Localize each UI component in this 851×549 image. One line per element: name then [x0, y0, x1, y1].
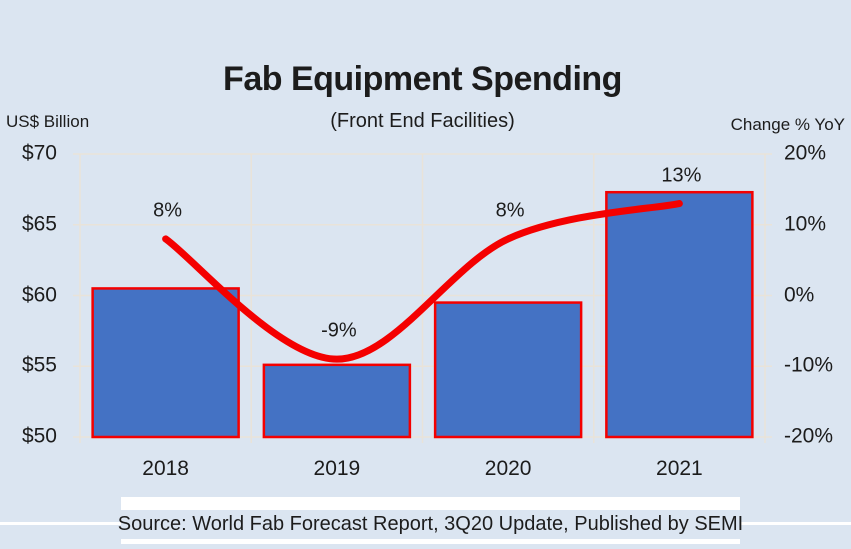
right-axis-title: Change % YoY	[730, 115, 845, 134]
yoy-change-line	[162, 200, 683, 363]
bar-2020	[433, 301, 583, 439]
bottom-divider-line-left	[0, 522, 121, 525]
chart-title: Fab Equipment Spending	[223, 60, 622, 98]
bar-2021	[605, 190, 754, 439]
left-axis-title: US$ Billion	[6, 112, 90, 131]
bottom-divider-line-right	[740, 522, 851, 525]
source-text: Source: World Fab Forecast Report, 3Q20 …	[118, 510, 743, 539]
chart-subtitle: (Front End Facilities)	[330, 110, 515, 132]
bar-2018	[91, 287, 240, 439]
bar-2019	[262, 363, 412, 439]
source-box: Source: World Fab Forecast Report, 3Q20 …	[118, 497, 743, 544]
